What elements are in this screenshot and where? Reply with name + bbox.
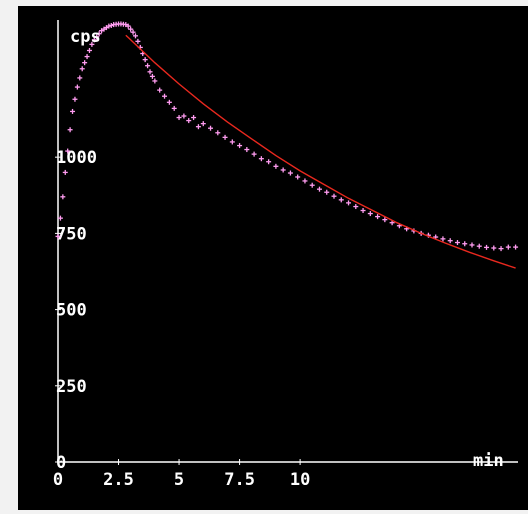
data-point xyxy=(302,178,308,184)
data-point xyxy=(79,66,85,72)
data-point xyxy=(72,96,78,102)
data-point xyxy=(353,204,359,210)
data-point xyxy=(191,115,197,121)
data-point xyxy=(70,108,76,114)
data-point xyxy=(484,244,490,250)
data-point xyxy=(469,242,475,248)
data-point xyxy=(316,186,322,192)
data-point xyxy=(222,134,228,140)
data-point xyxy=(287,170,293,176)
data-point xyxy=(208,125,214,131)
data-point xyxy=(166,99,172,105)
y-tick-label: 1000 xyxy=(56,148,97,168)
data-point xyxy=(237,143,243,149)
data-point xyxy=(324,189,330,195)
data-point xyxy=(382,217,388,223)
data-point xyxy=(55,233,61,239)
y-tick-label: 750 xyxy=(56,224,87,244)
y-tick-label: 250 xyxy=(56,377,87,397)
data-point xyxy=(295,174,301,180)
data-point xyxy=(135,38,141,44)
data-point xyxy=(132,33,138,39)
x-tick-label: 0 xyxy=(53,470,63,490)
data-point xyxy=(130,29,136,35)
data-point xyxy=(147,69,153,75)
data-point xyxy=(84,54,90,60)
x-tick-label: 2.5 xyxy=(103,470,134,490)
data-point xyxy=(145,63,151,69)
x-tick-label: 5 xyxy=(174,470,184,490)
data-point xyxy=(280,167,286,173)
data-point xyxy=(195,124,201,130)
data-point xyxy=(94,34,100,40)
data-point xyxy=(505,244,511,250)
data-point xyxy=(440,236,446,242)
data-point xyxy=(454,240,460,246)
data-point xyxy=(96,31,102,37)
data-point xyxy=(367,211,373,217)
data-series xyxy=(55,21,519,269)
data-point xyxy=(229,139,235,145)
data-point xyxy=(491,245,497,251)
data-point xyxy=(338,197,344,203)
data-point xyxy=(186,118,192,124)
chart-panel: 0 250 500 750 1000 0 2.5 5 7.5 10 cps min xyxy=(18,6,528,510)
data-point xyxy=(125,23,131,29)
data-point xyxy=(244,147,250,153)
data-point xyxy=(476,243,482,249)
data-point xyxy=(152,78,158,84)
data-point xyxy=(142,57,148,63)
y-axis-label: cps xyxy=(70,27,101,47)
data-point xyxy=(74,84,80,90)
data-point xyxy=(273,163,279,169)
data-point xyxy=(86,47,92,53)
data-point xyxy=(309,182,315,188)
data-point xyxy=(60,194,66,200)
data-point xyxy=(149,73,155,79)
data-point xyxy=(65,148,71,154)
fit-curve xyxy=(125,34,516,269)
y-axis-ticks: 0 250 500 750 1000 xyxy=(55,148,97,473)
data-point xyxy=(360,208,366,214)
x-axis-label: min xyxy=(473,451,504,471)
data-point xyxy=(57,215,63,221)
data-point xyxy=(200,121,206,127)
data-point xyxy=(215,130,221,136)
data-point xyxy=(498,246,504,252)
data-point xyxy=(171,105,177,111)
data-point xyxy=(513,244,519,250)
x-axis-ticks: 0 2.5 5 7.5 10 xyxy=(53,459,310,490)
data-point xyxy=(82,60,88,66)
data-point xyxy=(77,75,83,81)
y-tick-label: 0 xyxy=(56,453,66,473)
data-point xyxy=(331,193,337,199)
data-point xyxy=(67,127,73,133)
data-point xyxy=(157,87,163,93)
data-point xyxy=(62,169,68,175)
data-point xyxy=(462,241,468,247)
data-point xyxy=(162,93,168,99)
data-point xyxy=(176,115,182,121)
data-point xyxy=(447,238,453,244)
data-point xyxy=(128,26,134,32)
data-point xyxy=(251,151,257,157)
data-point xyxy=(375,214,381,220)
data-point xyxy=(346,200,352,206)
data-point xyxy=(89,41,95,47)
x-tick-label: 10 xyxy=(290,470,310,490)
y-tick-label: 500 xyxy=(56,301,87,321)
cps-vs-time-chart: 0 250 500 750 1000 0 2.5 5 7.5 10 cps min xyxy=(53,20,519,490)
x-tick-label: 7.5 xyxy=(224,470,255,490)
data-point xyxy=(181,113,187,119)
data-point xyxy=(266,159,272,165)
data-point xyxy=(258,156,264,162)
data-point xyxy=(108,22,114,28)
data-point xyxy=(91,37,97,43)
